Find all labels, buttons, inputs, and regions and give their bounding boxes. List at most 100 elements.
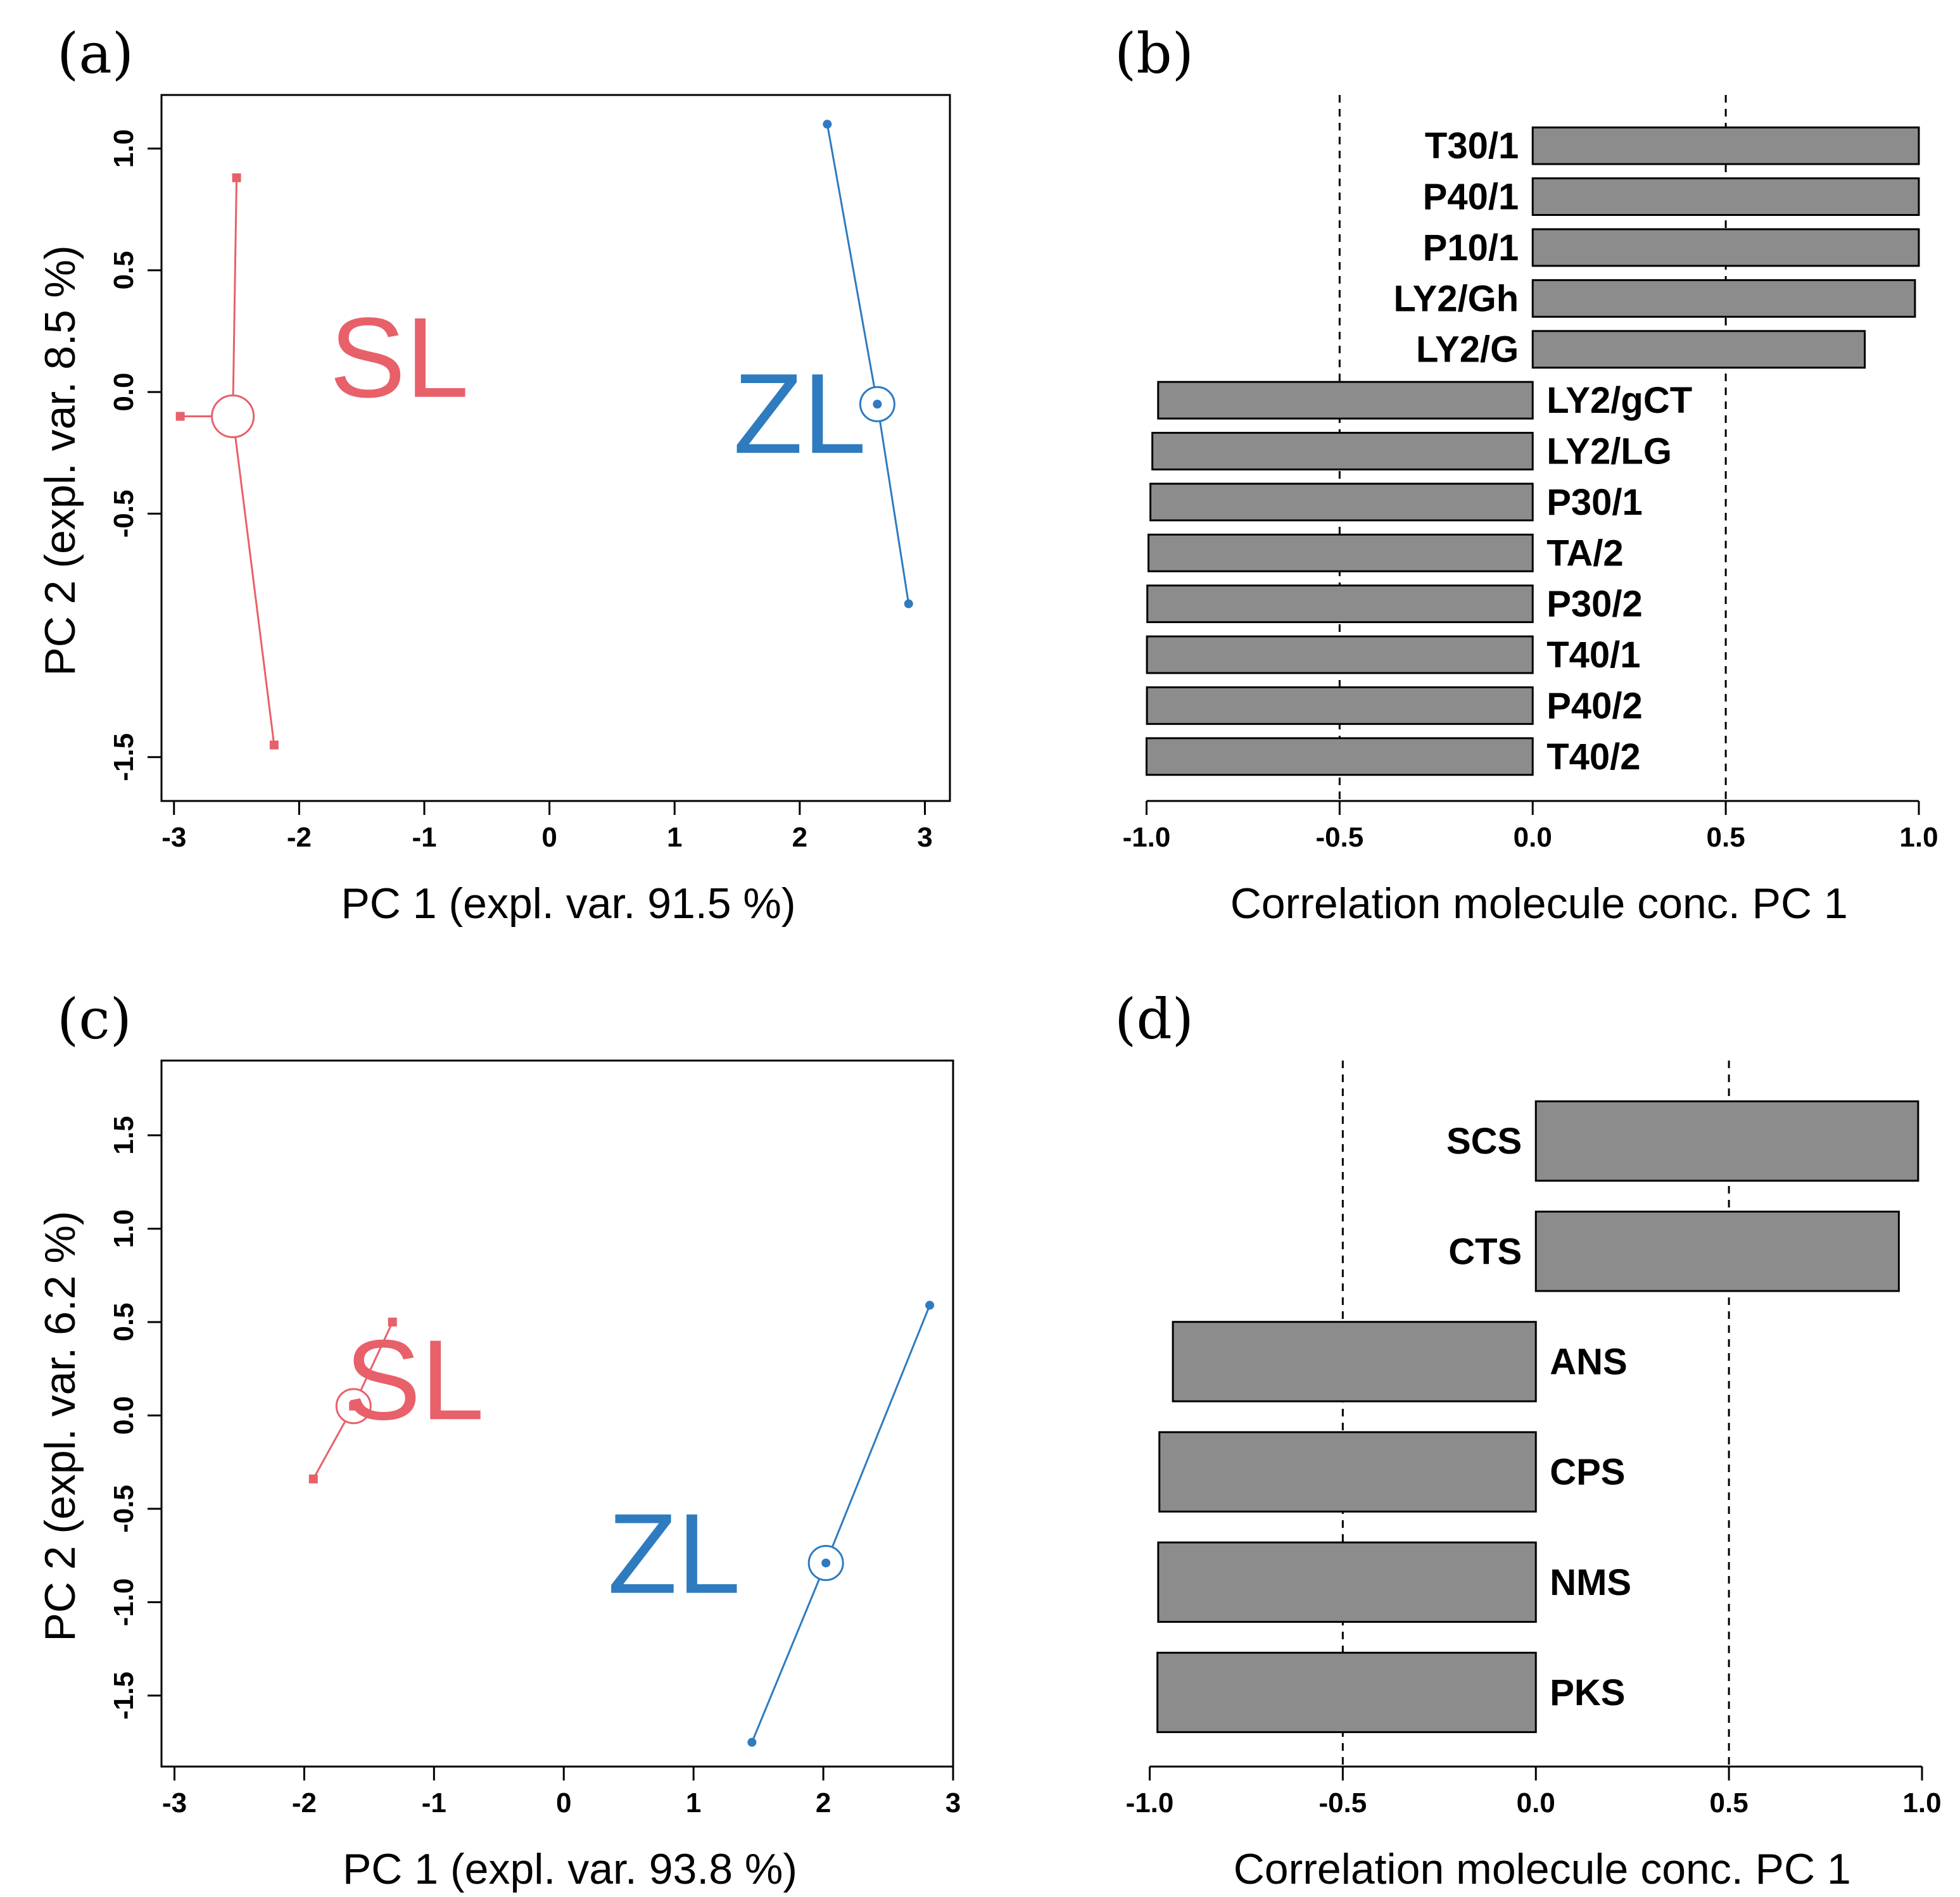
x-tick-label: -1.0	[1126, 1787, 1174, 1818]
x-tick-label: 0.0	[1517, 1787, 1555, 1818]
x-tick-label: -1	[412, 822, 436, 853]
sample-point	[388, 1317, 397, 1327]
y-tick-label: -0.5	[108, 489, 139, 538]
panel-label-b: (b)	[1115, 21, 1194, 86]
bar-CPS	[1158, 1431, 1537, 1513]
bar-LY2-Gh	[1531, 279, 1916, 318]
spoke-line	[825, 1304, 931, 1564]
x-tick-label: 0.0	[1514, 822, 1552, 853]
bar-label: SCS	[1446, 1121, 1522, 1162]
x-tick-label: 3	[945, 1787, 961, 1818]
x-tick-label: -2	[292, 1787, 317, 1818]
bar-label: P10/1	[1423, 227, 1519, 268]
x-axis-title: Correlation molecule conc. PC 1	[1230, 879, 1848, 928]
group-label-SL: SL	[345, 1316, 484, 1444]
sample-point	[823, 120, 832, 129]
sample-point	[904, 599, 913, 608]
group-SL: SL	[308, 1316, 484, 1484]
x-tick-label: 0	[541, 822, 557, 853]
panel-label-c: (c)	[57, 986, 132, 1052]
bar-label: P40/2	[1546, 685, 1643, 726]
bar-CTS	[1534, 1211, 1900, 1292]
bar-SCS	[1534, 1100, 1919, 1182]
panel-label-d: (d)	[1115, 986, 1194, 1052]
panel-a-pca-scatter: (a) -3 -2 -1 0 1 2 3 -1.5 -0.5 0.0 0.5 1.0 PC 1 (expl…	[36, 21, 951, 928]
spoke-line	[826, 123, 878, 405]
bar-P30-1	[1149, 482, 1534, 522]
bar-label: T30/1	[1425, 125, 1519, 167]
y-tick-label: 1.0	[108, 1209, 139, 1248]
x-tick-label: 1	[667, 822, 682, 853]
bar-T40-2	[1145, 737, 1534, 776]
bar-label: CTS	[1448, 1231, 1522, 1272]
bar-P40-2	[1146, 686, 1534, 725]
bar-label: T40/1	[1546, 634, 1640, 676]
bar-label: LY2/LG	[1546, 431, 1672, 472]
bar-T40-1	[1146, 635, 1534, 674]
y-tick-label: -1.5	[108, 733, 139, 781]
x-tick-label: 1.0	[1899, 822, 1938, 853]
bar-label: P30/1	[1546, 482, 1643, 523]
group-label-SL: SL	[329, 294, 469, 422]
panel-b-correlation-bars: (b) -1.0 -0.5 0.0 0.5 1.0 Correlation molecule…	[1115, 21, 1938, 928]
bar-LY2-gCT	[1157, 381, 1534, 420]
bar-label: T40/2	[1546, 736, 1640, 778]
bar-label: ANS	[1550, 1341, 1627, 1382]
bar-PKS	[1156, 1651, 1537, 1734]
group-label-ZL: ZL	[733, 350, 866, 477]
bar-label: P30/2	[1546, 584, 1643, 625]
bar-label: PKS	[1550, 1672, 1625, 1713]
y-axis-title: PC 2 (expl. var. 6.2 %)	[36, 1211, 84, 1641]
bar-NMS	[1157, 1541, 1537, 1623]
y-tick-label: 0.5	[108, 251, 139, 289]
group-ZL: ZL	[733, 120, 913, 608]
bar-TA-2	[1148, 533, 1534, 572]
centroid-circle	[211, 394, 255, 439]
x-tick-label: 2	[816, 1787, 831, 1818]
y-tick-label: 0.5	[108, 1302, 139, 1341]
bar-T30-1	[1531, 126, 1920, 165]
bar-P30-2	[1146, 584, 1534, 624]
group-label-ZL: ZL	[607, 1490, 740, 1618]
spoke-line	[750, 1562, 827, 1743]
centroid-point	[821, 1558, 831, 1568]
x-axis-title: PC 1 (expl. var. 93.8 %)	[343, 1845, 797, 1893]
x-tick-label: 0.5	[1707, 822, 1745, 853]
sample-point	[175, 412, 185, 421]
sample-point	[269, 740, 279, 750]
bar-label: CPS	[1550, 1452, 1625, 1493]
x-tick-label: 1	[686, 1787, 701, 1818]
bar-label: LY2/gCT	[1546, 380, 1692, 421]
plot-frame	[160, 1059, 954, 1768]
x-tick-label: 0.5	[1710, 1787, 1748, 1818]
group-ZL: ZL	[607, 1301, 935, 1747]
sample-point	[925, 1301, 935, 1310]
y-axis-title: PC 2 (expl. var. 8.5 %)	[36, 245, 84, 676]
x-tick-label: -3	[162, 1787, 187, 1818]
x-tick-label: -0.5	[1315, 822, 1363, 853]
centroid-point	[873, 400, 882, 409]
bar-label: LY2/Gh	[1394, 278, 1519, 319]
bar-label: NMS	[1550, 1562, 1631, 1603]
plot-frame	[160, 94, 951, 802]
x-tick-label: 0	[556, 1787, 571, 1818]
bar-label: TA/2	[1546, 533, 1623, 574]
x-axis-title: PC 1 (expl. var. 91.5 %)	[341, 879, 795, 928]
bar-label: LY2/G	[1416, 329, 1519, 370]
bar-P10-1	[1531, 228, 1920, 267]
x-tick-label: -2	[287, 822, 312, 853]
y-tick-label: -1.5	[108, 1672, 139, 1720]
x-tick-label: -1.0	[1123, 822, 1171, 853]
x-axis-title: Correlation molecule conc. PC 1	[1234, 1845, 1851, 1893]
spoke-line	[232, 416, 275, 745]
panel-label-a: (a)	[57, 21, 134, 86]
x-tick-label: -0.5	[1318, 1787, 1367, 1818]
y-tick-label: -0.5	[108, 1485, 139, 1533]
y-tick-label: 1.0	[108, 129, 139, 168]
y-tick-label: 0.0	[108, 1396, 139, 1435]
y-tick-label: -1.0	[108, 1579, 139, 1627]
x-tick-label: 1.0	[1902, 1787, 1941, 1818]
sample-point	[308, 1474, 318, 1484]
group-SL: SL	[175, 173, 469, 750]
